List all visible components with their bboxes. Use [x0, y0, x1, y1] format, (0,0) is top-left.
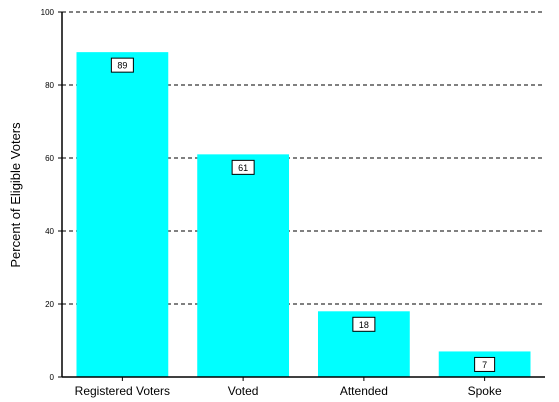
- y-tick-label: 60: [45, 154, 54, 163]
- y-axis-title: Percent of Eligible Voters: [8, 122, 23, 268]
- x-tick-label: Attended: [340, 384, 388, 398]
- data-label: 18: [359, 320, 369, 330]
- data-label: 7: [482, 360, 487, 370]
- data-label: 61: [238, 163, 248, 173]
- x-ticks: Registered Voters Voted Attended Spoke: [75, 377, 502, 398]
- axes: [61, 12, 545, 378]
- y-tick-label: 20: [45, 300, 54, 309]
- data-label-box: [352, 316, 376, 332]
- x-tick-label: Voted: [228, 384, 259, 398]
- bar: [76, 52, 169, 378]
- bars: [76, 52, 531, 378]
- data-labels: 89 61 18 7: [110, 57, 496, 372]
- y-tick-label: 0: [50, 373, 55, 382]
- y-tick-label: 100: [41, 8, 55, 17]
- x-tick-label: Registered Voters: [75, 384, 170, 398]
- y-tick-label: 40: [45, 227, 54, 236]
- bar: [197, 154, 290, 377]
- data-label-box: [110, 57, 134, 73]
- data-label: 89: [117, 61, 127, 71]
- data-label-box: [231, 159, 255, 175]
- y-ticks: 0 20 40 60 80 100: [41, 8, 62, 382]
- y-tick-label: 80: [45, 81, 54, 90]
- x-tick-label: Spoke: [468, 384, 502, 398]
- data-label-box: [474, 356, 496, 372]
